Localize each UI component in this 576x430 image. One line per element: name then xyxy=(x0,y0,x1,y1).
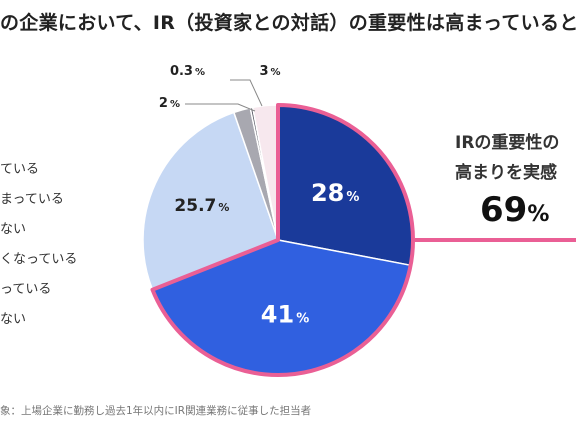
footnote: 象：上場企業に勤務し過去1年以内にIR関連業務に従事した担当者 xyxy=(0,405,312,417)
legend-item: まっている xyxy=(0,192,64,207)
legend-item: くなっている xyxy=(0,252,78,267)
slice-label: 3% xyxy=(259,64,280,79)
slice-unit: % xyxy=(296,311,309,326)
slice-value: 2 xyxy=(159,96,168,111)
slice-unit: % xyxy=(346,190,359,205)
slice-unit: % xyxy=(271,67,281,78)
slice-unit: % xyxy=(170,99,180,110)
slice-label: 25.7% xyxy=(174,196,229,216)
slice-value: 41 xyxy=(261,300,294,328)
chart-title: の企業において、IR（投資家との対話）の重要性は高まっていると感 xyxy=(0,12,576,34)
slice-value: 25.7 xyxy=(174,196,216,216)
legend-item: ている xyxy=(0,162,40,177)
callout-number: 69 xyxy=(480,190,528,230)
slice-label: 2% xyxy=(159,96,180,111)
legend-item: ない xyxy=(0,312,27,327)
callout-line-1: IRの重要性の xyxy=(455,133,560,153)
slice-value: 0.3 xyxy=(170,64,193,79)
pie-slice xyxy=(142,111,279,291)
slice-unit: % xyxy=(218,201,229,214)
leader-line xyxy=(230,79,263,107)
callout-line-2: 高まりを実感 xyxy=(455,163,557,183)
callout-value: 69% xyxy=(480,190,549,230)
slice-unit: % xyxy=(195,67,205,78)
highlight-outline xyxy=(150,103,415,377)
slice-label: 28% xyxy=(311,179,359,207)
slice-label: 41% xyxy=(261,300,309,328)
callout-unit: % xyxy=(527,202,550,227)
leader-line xyxy=(185,103,256,112)
slice-value: 3 xyxy=(259,64,268,79)
slice-value: 28 xyxy=(311,179,344,207)
slice-label: 0.3% xyxy=(170,64,205,79)
legend-item: ない xyxy=(0,222,27,237)
legend-item: っている xyxy=(0,282,52,297)
pie-slice xyxy=(277,104,414,267)
